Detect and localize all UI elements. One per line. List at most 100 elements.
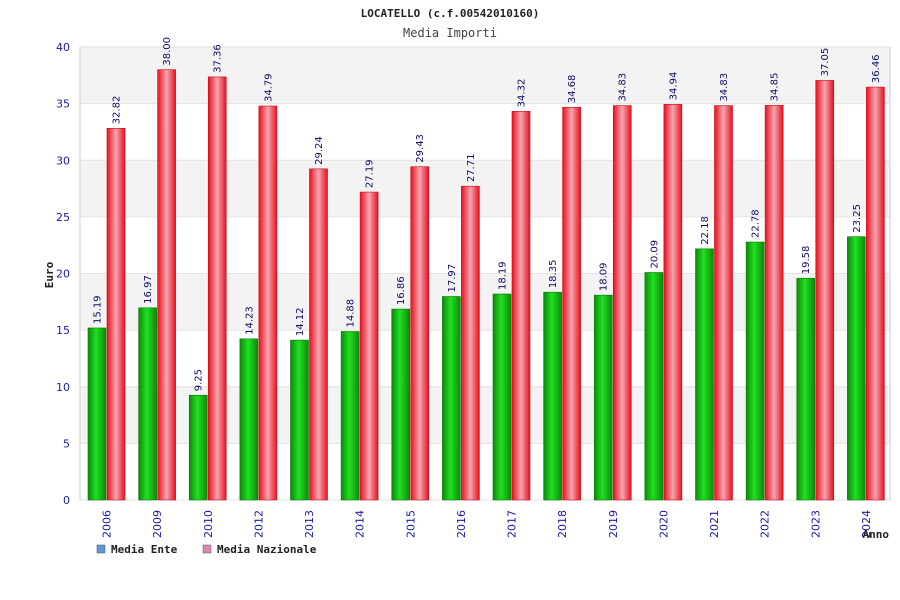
bar-media-ente <box>847 236 866 501</box>
data-label: 36.46 <box>871 54 882 83</box>
bar-media-nazionale <box>511 111 531 501</box>
y-tick-label: 5 <box>63 437 70 450</box>
bar-media-ente <box>745 241 765 501</box>
y-tick-label: 30 <box>56 154 70 167</box>
data-label: 34.83 <box>719 73 730 102</box>
y-tick-label: 40 <box>56 41 70 54</box>
y-tick-label: 20 <box>56 268 70 281</box>
data-label: 18.19 <box>498 261 509 290</box>
x-tick-label: 2009 <box>151 510 164 538</box>
legend-label: Media Nazionale <box>217 543 317 556</box>
bar-media-ente <box>644 272 664 501</box>
data-label: 23.25 <box>852 204 863 233</box>
x-axis-ticks: 2006 2009 2010 2012 2013 2014 2015 2016 2017 2018… <box>101 510 873 538</box>
y-axis-ticks: 0 5 10 15 20 25 30 35 40 <box>56 41 70 507</box>
bar-media-nazionale <box>612 105 632 501</box>
x-tick-label: 2019 <box>607 510 620 538</box>
data-label: 19.58 <box>801 246 812 275</box>
bar-media-ente <box>796 277 816 501</box>
data-label: 27.19 <box>365 159 376 188</box>
bar-media-nazionale <box>866 86 885 501</box>
data-label: 29.24 <box>314 136 325 165</box>
chart-subtitle: Media Importi <box>403 26 497 40</box>
data-label: 16.86 <box>396 276 407 305</box>
x-tick-label: 2013 <box>303 510 316 538</box>
data-label: 18.09 <box>599 262 610 291</box>
bar-media-ente <box>239 338 259 501</box>
data-label: 15.19 <box>93 295 104 324</box>
data-label: 34.68 <box>567 75 578 104</box>
y-tick-label: 35 <box>56 98 70 111</box>
x-tick-label: 2024 <box>860 510 873 538</box>
data-label: 18.35 <box>548 260 559 289</box>
x-axis-label: Anno <box>863 528 890 541</box>
bar-media-nazionale <box>106 128 126 501</box>
x-tick-label: 2020 <box>657 510 670 538</box>
legend: Media Ente Media Nazionale <box>96 543 317 556</box>
data-label: 34.79 <box>263 73 274 102</box>
bar-media-ente <box>695 248 714 501</box>
data-label: 16.97 <box>143 275 154 304</box>
bar-media-nazionale <box>461 185 480 501</box>
bars: 15.19 32.82 16.97 38.00 9.25 37.36 14.23 34.79 1… <box>87 37 885 501</box>
bar-media-ente <box>87 327 107 501</box>
data-label: 14.88 <box>346 299 357 328</box>
data-label: 14.23 <box>244 306 255 335</box>
x-tick-label: 2015 <box>404 510 417 538</box>
data-label: 9.25 <box>194 369 205 391</box>
bar-media-ente <box>340 331 360 501</box>
x-tick-label: 2021 <box>708 510 721 538</box>
bar-media-ente <box>593 294 613 501</box>
data-label: 22.78 <box>751 209 762 238</box>
data-label: 34.32 <box>517 79 528 108</box>
bar-media-nazionale <box>309 168 328 501</box>
bar-media-nazionale <box>359 191 379 501</box>
data-label: 37.05 <box>820 48 831 77</box>
y-tick-label: 10 <box>56 381 70 394</box>
data-label: 38.00 <box>162 37 173 66</box>
x-tick-label: 2018 <box>556 510 569 538</box>
bar-media-nazionale <box>663 104 683 501</box>
legend-label: Media Ente <box>111 543 178 556</box>
data-label: 32.82 <box>112 96 123 125</box>
data-label: 22.18 <box>700 216 711 245</box>
x-tick-label: 2023 <box>809 510 822 538</box>
bar-media-ente <box>543 291 562 501</box>
data-label: 27.71 <box>466 154 477 183</box>
bar-media-ente <box>188 394 208 501</box>
bar-media-nazionale <box>562 106 581 501</box>
bar-media-ente <box>138 307 157 501</box>
plot-band <box>80 47 890 104</box>
bar-media-nazionale <box>207 76 227 501</box>
legend-swatch <box>96 544 106 554</box>
x-tick-label: 2012 <box>252 510 265 538</box>
data-label: 29.43 <box>415 134 426 163</box>
x-tick-label: 2016 <box>455 510 468 538</box>
data-label: 14.12 <box>295 307 306 336</box>
bar-media-ente <box>492 293 512 501</box>
y-tick-label: 0 <box>63 494 70 507</box>
data-label: 34.85 <box>770 73 781 102</box>
bar-media-nazionale <box>815 80 835 501</box>
x-tick-label: 2022 <box>759 510 772 538</box>
bar-media-ente <box>442 296 461 501</box>
legend-swatch <box>202 544 212 554</box>
chart-title: LOCATELLO (c.f.00542010160) <box>361 7 540 20</box>
bar-media-nazionale <box>157 69 176 501</box>
x-tick-label: 2006 <box>101 510 114 538</box>
data-label: 20.09 <box>649 240 660 269</box>
x-tick-label: 2010 <box>202 510 215 538</box>
x-tick-label: 2014 <box>354 510 367 538</box>
data-label: 17.97 <box>447 264 458 293</box>
bar-media-nazionale <box>764 105 784 501</box>
bar-media-nazionale <box>258 105 278 501</box>
bar-media-ente <box>290 339 309 501</box>
y-axis-label: Euro <box>43 261 56 288</box>
data-label: 34.83 <box>618 73 629 102</box>
bar-media-nazionale <box>714 105 733 501</box>
y-tick-label: 15 <box>56 324 70 337</box>
data-label: 34.94 <box>668 72 679 101</box>
y-tick-label: 25 <box>56 211 70 224</box>
bar-media-nazionale <box>410 166 430 501</box>
